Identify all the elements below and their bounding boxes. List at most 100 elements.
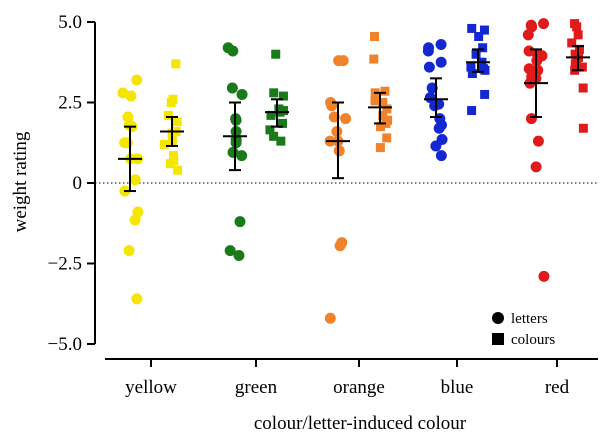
letters-data-point (538, 18, 550, 30)
colours-data-point (466, 62, 476, 72)
letters-data-point (236, 88, 248, 100)
colours-data-point (369, 54, 379, 64)
y-tick-label: −5.0 (48, 334, 82, 355)
letters-data-point (129, 214, 141, 226)
colours-data-point (171, 59, 181, 69)
x-tick-label: blue (441, 377, 474, 398)
letters-data-point (233, 249, 245, 261)
colours-data-point (573, 30, 583, 40)
y-axis-title: weight rating (10, 131, 31, 232)
colours-data-point (578, 123, 588, 133)
y-tick-label: 5.0 (58, 12, 82, 33)
letters-data-point (430, 140, 442, 152)
colours-data-point (380, 86, 390, 96)
letters-data-point (125, 90, 137, 102)
colours-data-point (480, 89, 490, 99)
colours-data-point (480, 65, 490, 75)
letters-data-point (230, 114, 242, 126)
letters-data-point (123, 245, 135, 257)
x-tick-label: red (545, 377, 570, 398)
colours-data-point (375, 143, 385, 153)
colours-data-point (382, 133, 392, 143)
colours-data-point (572, 22, 582, 32)
letters-data-point (230, 137, 242, 149)
legend-colours-label: colours (511, 332, 555, 348)
x-axis-title: colour/letter-induced colour (254, 413, 467, 434)
y-tick-label: 2.5 (58, 93, 82, 114)
letters-data-point (234, 216, 246, 228)
letters-data-point (331, 125, 343, 137)
letters-data-point (522, 29, 534, 41)
colours-data-point (378, 98, 388, 107)
letters-data-point (328, 111, 340, 123)
colours-data-point (173, 165, 183, 175)
letters-data-point (435, 56, 447, 68)
colours-data-point (265, 125, 275, 135)
colours-data-point (166, 98, 176, 107)
colours-data-point (370, 96, 380, 106)
letters-data-point (333, 55, 345, 67)
letters-data-point (333, 145, 345, 157)
y-tick-label: −2.5 (48, 254, 82, 275)
colours-data-point (578, 83, 588, 93)
colours-data-point (574, 44, 584, 54)
colours-data-point (163, 110, 173, 120)
colours-data-point (159, 139, 169, 149)
letters-data-point (538, 270, 550, 282)
colours-data-point (567, 38, 577, 48)
colours-data-point (479, 25, 489, 35)
letters-data-point (236, 150, 248, 162)
letters-data-point (433, 122, 445, 134)
letters-data-point (340, 113, 352, 125)
colours-data-point (266, 110, 276, 120)
legend-colours-marker (492, 333, 504, 345)
letters-data-point (423, 61, 435, 73)
letters-data-point (532, 135, 544, 147)
colours-data-point (570, 59, 580, 69)
letters-data-point (224, 245, 236, 257)
plot-area: 5.0 2.5 0 −2.5 −5.0 yellow green orange blue red (48, 12, 598, 398)
letters-data-point (334, 240, 346, 252)
colours-data-point (168, 151, 178, 161)
letters-data-point (227, 45, 239, 57)
colours-data-point (375, 122, 385, 132)
letters-data-point (226, 82, 238, 94)
letters-data-point (129, 174, 141, 186)
colours-data-point (467, 106, 477, 116)
colours-data-point (571, 54, 581, 64)
x-tick-label: green (235, 377, 278, 398)
letters-data-point (324, 312, 336, 324)
colours-data-point (276, 136, 286, 146)
x-tick-label: orange (333, 377, 385, 398)
letters-data-point (435, 150, 447, 162)
x-tick-label: yellow (125, 377, 177, 398)
colours-data-point (378, 110, 388, 120)
colours-data-point (278, 91, 288, 101)
legend-letters-label: letters (511, 311, 548, 327)
colours-data-point (467, 23, 477, 33)
colours-data-point (369, 31, 379, 41)
colours-data-point (172, 117, 182, 127)
letters-data-point (131, 293, 143, 305)
colours-data-point (467, 69, 477, 79)
letters-data-point (131, 74, 143, 86)
letters-data-point (429, 100, 441, 112)
letters-data-point (422, 45, 434, 57)
letters-data-point (435, 39, 447, 51)
colours-data-point (577, 62, 587, 72)
colours-data-point (165, 159, 175, 169)
colours-data-point (382, 104, 392, 114)
colours-data-point (269, 131, 279, 141)
colours-data-point (269, 88, 279, 98)
legend-letters-marker (492, 312, 504, 324)
colours-data-point (271, 49, 281, 59)
colours-data-point (471, 49, 481, 59)
legend: letters colours (492, 311, 555, 348)
y-tick-label: 0 (73, 173, 83, 194)
colours-data-point (474, 31, 484, 41)
letters-data-point (530, 161, 542, 173)
letters-data-point (525, 113, 537, 125)
colours-data-point (478, 43, 488, 53)
colours-data-point (278, 118, 288, 128)
